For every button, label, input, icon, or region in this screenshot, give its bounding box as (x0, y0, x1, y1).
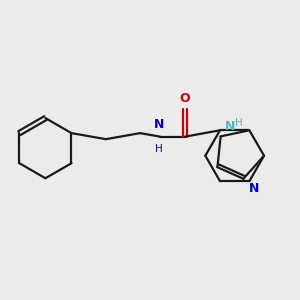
Text: O: O (180, 92, 190, 105)
Text: N: N (225, 120, 236, 133)
Text: N: N (249, 182, 259, 195)
Text: H: H (235, 118, 242, 128)
Text: N: N (154, 118, 164, 131)
Text: H: H (155, 144, 163, 154)
